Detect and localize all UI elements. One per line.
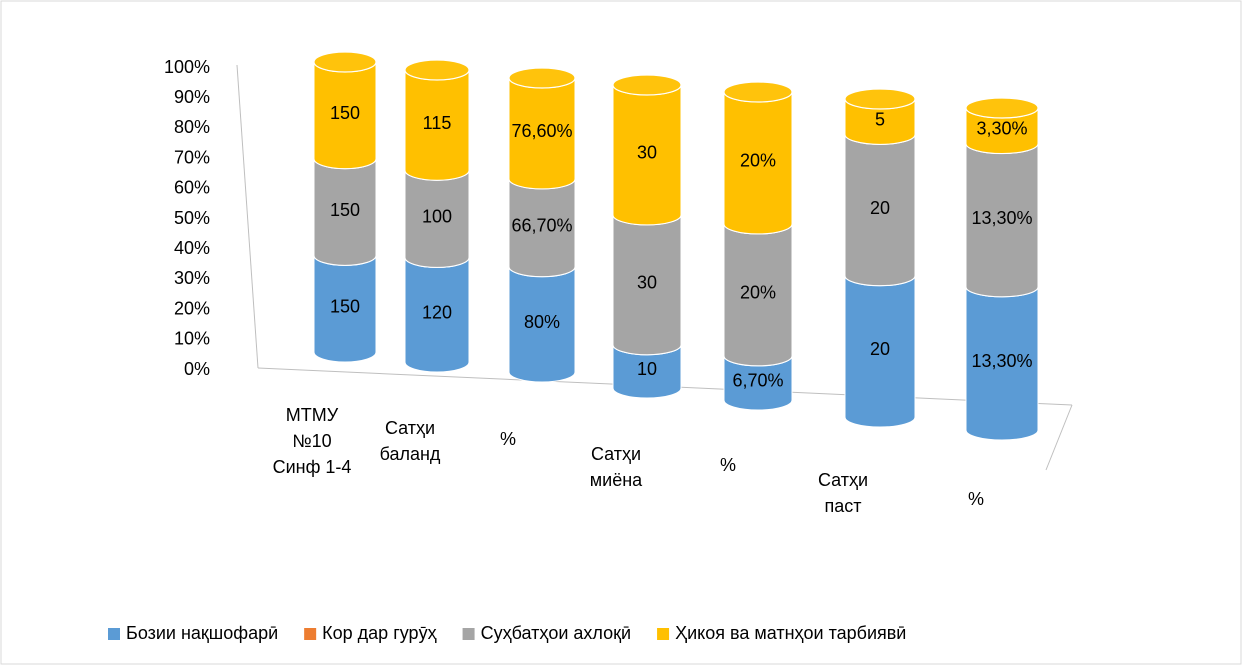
bar-cap <box>965 97 1039 119</box>
bar-cap <box>844 88 916 110</box>
data-label: 120 <box>422 302 452 322</box>
y-tick-label: 10% <box>174 329 210 349</box>
legend-label: Суҳбатҳои ахлоқӣ <box>481 623 631 643</box>
back-wall-edge <box>236 64 259 369</box>
y-tick-label: 30% <box>174 268 210 288</box>
y-tick-label: 80% <box>174 117 210 137</box>
floor-side-edge <box>1045 404 1073 471</box>
bar-cap <box>612 74 682 96</box>
data-label: 10 <box>637 359 657 379</box>
data-label: 20% <box>740 283 776 303</box>
legend-swatch <box>657 628 670 640</box>
data-label: 13,30% <box>971 208 1032 228</box>
data-label: 115 <box>423 113 452 133</box>
data-label: 66,70% <box>511 216 572 236</box>
y-tick-label: 90% <box>174 87 210 107</box>
y-tick-label: 40% <box>174 238 210 258</box>
y-tick-label: 50% <box>174 208 210 228</box>
legend-swatch <box>462 628 475 640</box>
cylinder: 20 20 5 <box>844 88 916 428</box>
y-tick-label: 20% <box>174 298 210 318</box>
x-tick-label: МТМУ №10 Синф 1-4 <box>273 405 352 477</box>
cylinder: 150 150 150 <box>313 51 377 363</box>
bar-cap <box>723 81 793 103</box>
data-label: 100 <box>422 207 452 227</box>
x-tick-label: Сатҳи миёна <box>590 444 643 490</box>
data-label: 150 <box>330 200 360 220</box>
data-label: 5 <box>875 109 885 129</box>
cylinder: 6,70% 20% 20% <box>723 81 793 411</box>
bar-cap <box>313 51 377 73</box>
cylinder: 120 100 115 <box>404 59 470 373</box>
data-label: 30 <box>637 143 657 163</box>
legend-label: Кор дар гурӯҳ <box>322 623 436 643</box>
legend-label: Ҳикоя ва матнҳои тарбиявӣ <box>675 623 906 643</box>
data-label: 20% <box>740 151 776 171</box>
y-tick-label: 70% <box>174 147 210 167</box>
data-label: 13,30% <box>971 351 1032 371</box>
y-tick-label: 60% <box>174 178 210 198</box>
legend-label: Бозии нақшофарӣ <box>126 623 278 643</box>
x-tick-label: Сатҳи паст <box>818 470 868 516</box>
legend-swatch <box>304 628 317 640</box>
data-label: 76,60% <box>511 121 572 141</box>
cylinder: 80% 66,70% 76,60% <box>508 67 576 383</box>
data-label: 20 <box>870 198 890 218</box>
data-label: 3,30% <box>976 119 1027 139</box>
data-label: 150 <box>330 296 360 316</box>
x-tick-label: % <box>500 429 516 449</box>
data-label: 30 <box>637 273 657 293</box>
bar-cap <box>508 67 576 89</box>
bar-cap <box>404 59 470 81</box>
cylinder: 10 30 30 <box>612 74 682 399</box>
legend-swatch <box>108 628 120 640</box>
data-label: 6,70% <box>732 371 783 391</box>
data-label: 150 <box>330 103 360 123</box>
x-tick-label: % <box>720 455 736 475</box>
y-tick-label: 0% <box>184 359 210 379</box>
data-label: 20 <box>870 339 890 359</box>
cylinder: 13,30% 13,30% 3,30% <box>965 97 1039 441</box>
x-tick-label: % <box>968 489 984 509</box>
data-label: 80% <box>524 312 560 332</box>
y-tick-label: 100% <box>164 57 210 77</box>
x-tick-label: Сатҳи баланд <box>380 418 441 464</box>
